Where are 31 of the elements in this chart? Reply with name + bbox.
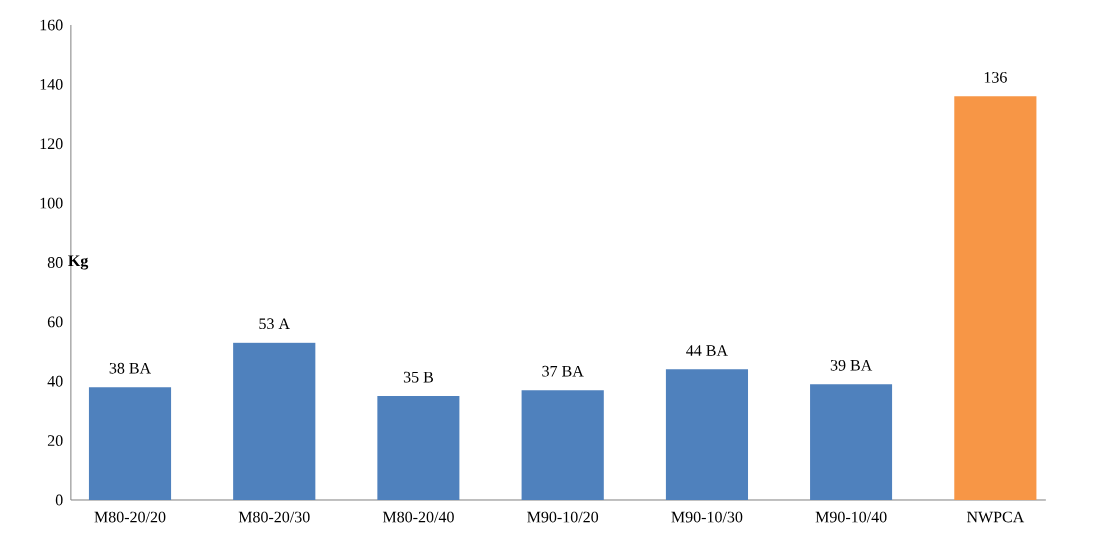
bar bbox=[521, 390, 604, 500]
data-label: 53 A bbox=[259, 318, 290, 330]
bar bbox=[377, 396, 460, 500]
y-tick-label: 140 bbox=[40, 78, 63, 90]
y-tick-label: 0 bbox=[55, 494, 63, 506]
data-label: 35 B bbox=[403, 371, 434, 383]
y-tick-label: 160 bbox=[40, 19, 63, 31]
x-tick-label: M90-10/20 bbox=[527, 511, 599, 523]
bar bbox=[810, 384, 893, 500]
y-tick-label: 120 bbox=[40, 138, 63, 150]
y-tick-label: 40 bbox=[47, 375, 63, 387]
data-label: 136 bbox=[984, 71, 1007, 83]
y-tick-label: 60 bbox=[47, 316, 63, 328]
x-tick-label: M80-20/40 bbox=[382, 511, 454, 523]
data-label: 39 BA bbox=[830, 359, 873, 371]
data-label: 37 BA bbox=[542, 365, 584, 377]
x-tick-label: M80-20/20 bbox=[94, 511, 166, 523]
bar bbox=[954, 96, 1037, 500]
y-tick-label: 80 bbox=[47, 257, 63, 268]
x-tick-label: M90-10/40 bbox=[815, 511, 887, 523]
y-tick-label: 100 bbox=[40, 197, 63, 209]
y-axis-title: Kg bbox=[68, 255, 89, 270]
x-tick-label: NWPCA bbox=[966, 511, 1025, 523]
x-tick-label: M90-10/30 bbox=[671, 511, 743, 523]
data-label: 44 BA bbox=[686, 345, 728, 356]
bar bbox=[233, 342, 316, 500]
bar bbox=[665, 369, 749, 500]
y-tick-label: 20 bbox=[47, 435, 63, 447]
bar bbox=[88, 387, 172, 500]
data-label: 38 BA bbox=[109, 362, 151, 374]
x-tick-label: M80-20/30 bbox=[238, 511, 310, 523]
